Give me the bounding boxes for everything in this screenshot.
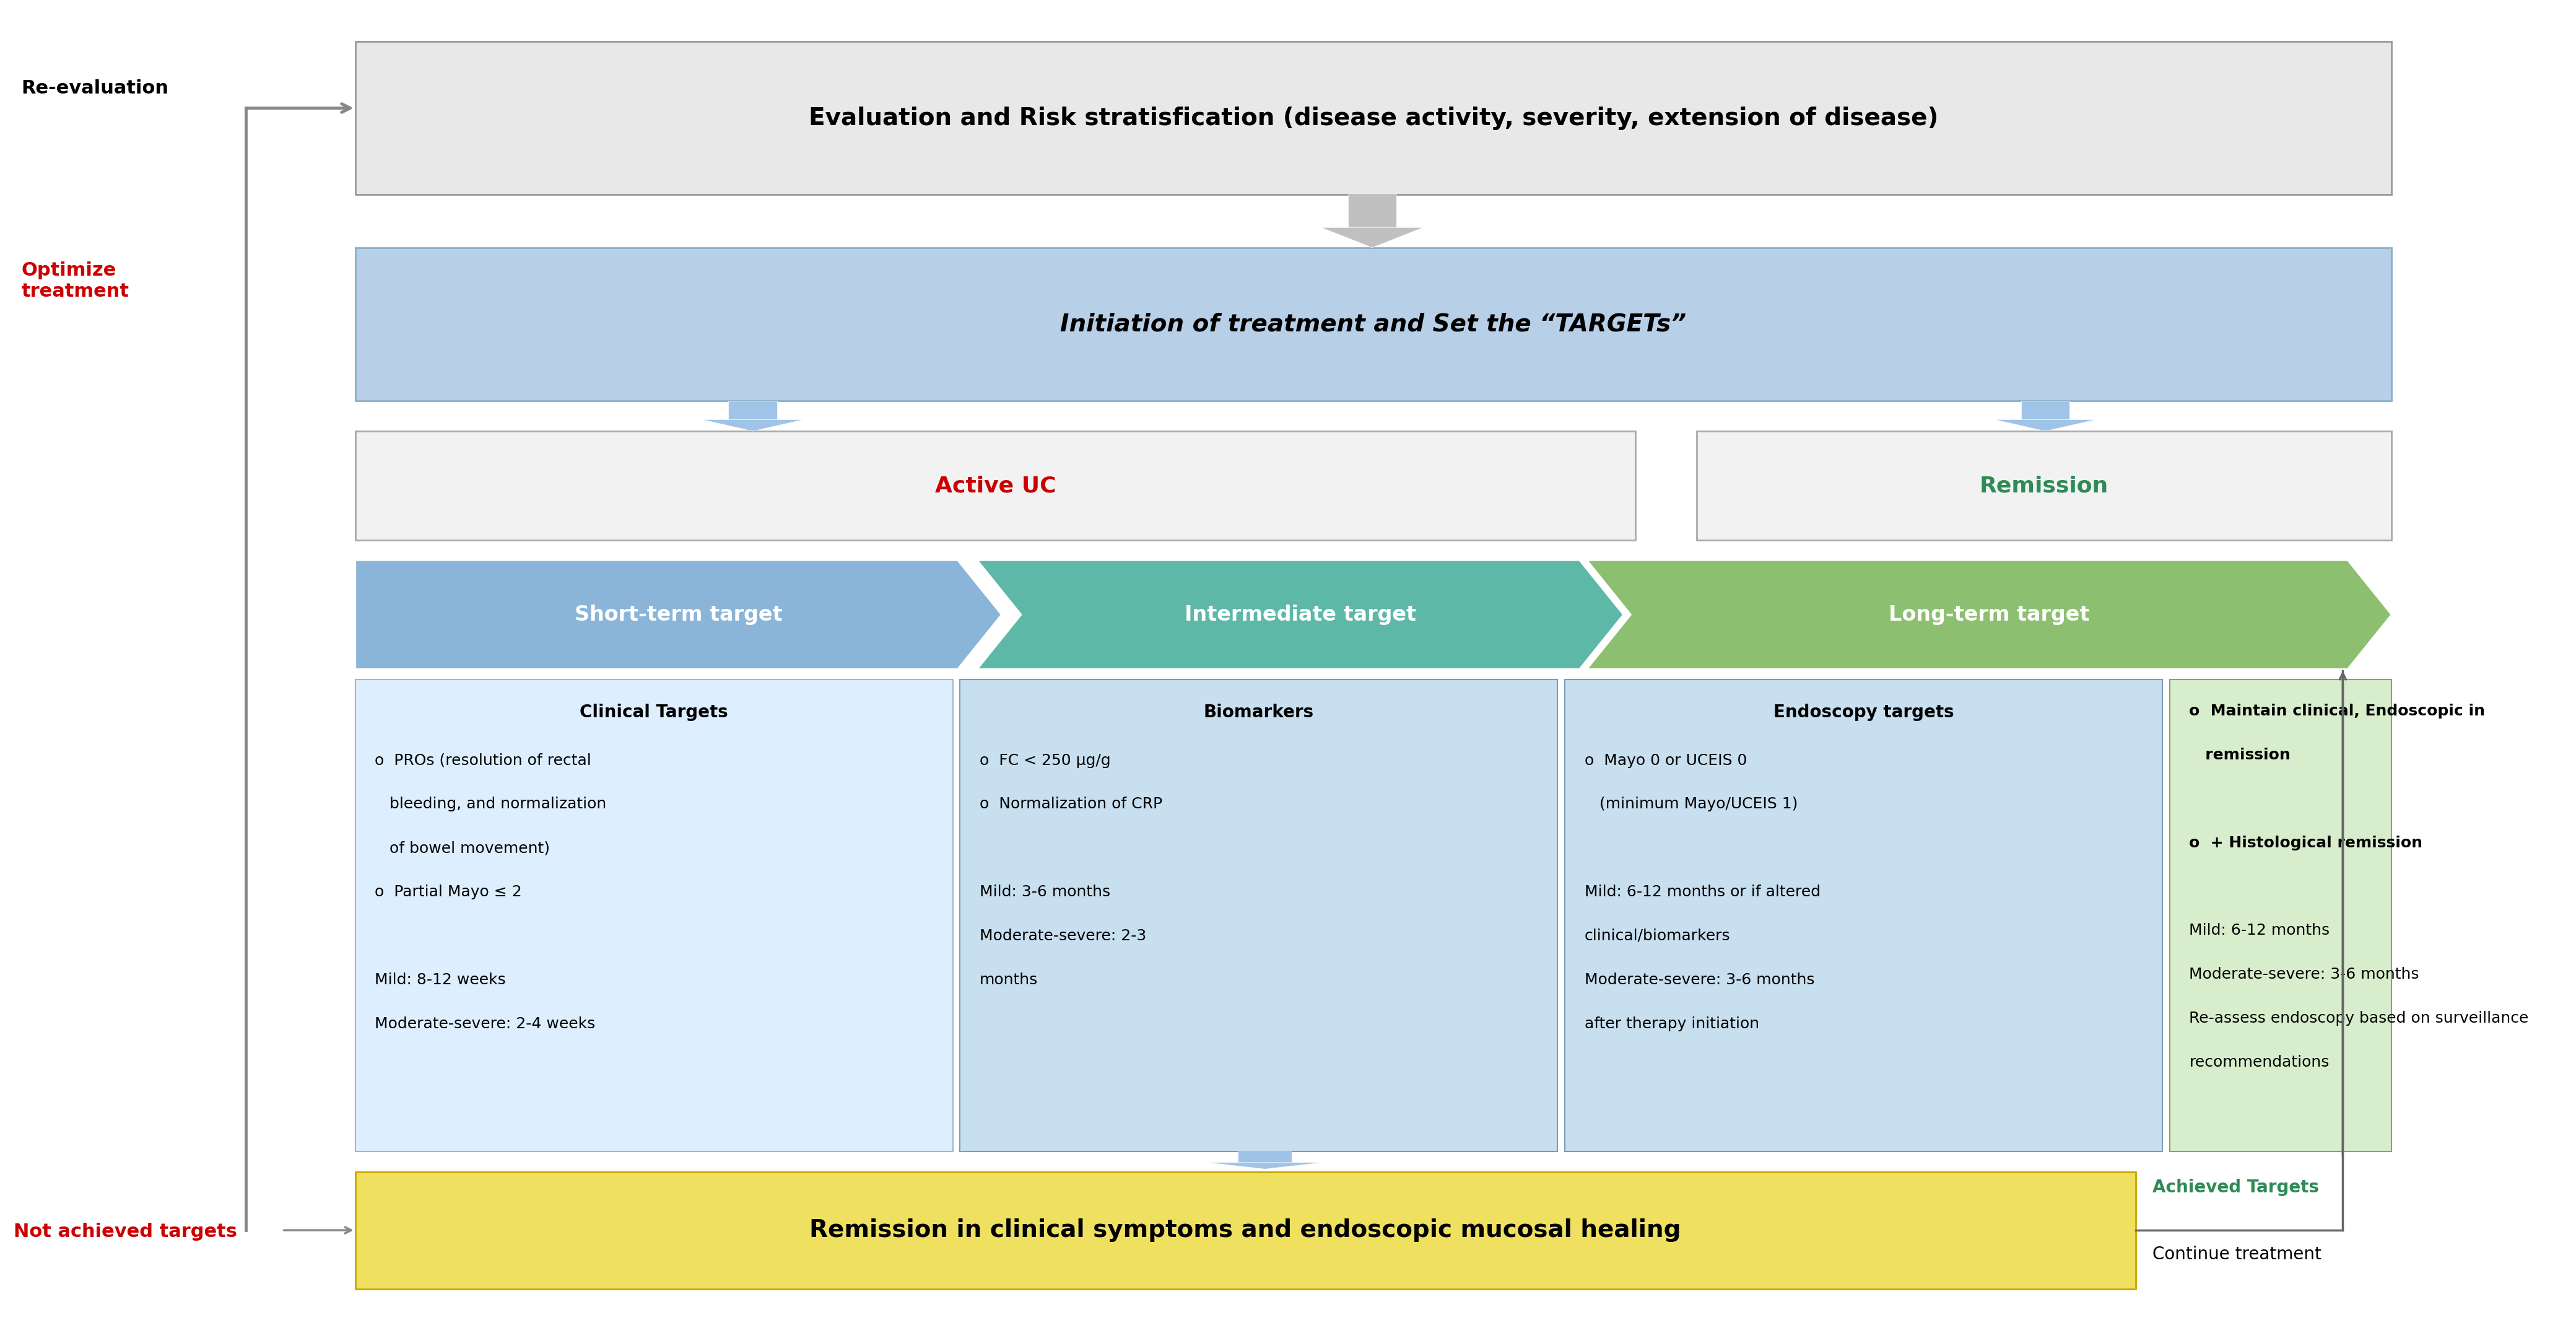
Polygon shape bbox=[701, 420, 804, 431]
Text: Biomarkers: Biomarkers bbox=[1203, 704, 1314, 721]
Text: Moderate-severe: 2-4 weeks: Moderate-severe: 2-4 weeks bbox=[376, 1016, 595, 1030]
Text: remission: remission bbox=[2190, 748, 2290, 762]
Text: (minimum Mayo/UCEIS 1): (minimum Mayo/UCEIS 1) bbox=[1584, 797, 1798, 812]
Polygon shape bbox=[1239, 1152, 1291, 1162]
Text: Mild: 3-6 months: Mild: 3-6 months bbox=[979, 885, 1110, 900]
Text: of bowel movement): of bowel movement) bbox=[376, 841, 551, 856]
Text: Mild: 8-12 weeks: Mild: 8-12 weeks bbox=[376, 972, 505, 988]
Polygon shape bbox=[1321, 228, 1425, 248]
FancyBboxPatch shape bbox=[2169, 680, 2391, 1152]
Text: Clinical Targets: Clinical Targets bbox=[580, 704, 729, 721]
FancyBboxPatch shape bbox=[961, 680, 1558, 1152]
Text: Intermediate target: Intermediate target bbox=[1185, 604, 1417, 625]
Text: Moderate-severe: 3-6 months: Moderate-severe: 3-6 months bbox=[2190, 966, 2419, 982]
Text: o  PROs (resolution of rectal: o PROs (resolution of rectal bbox=[376, 753, 592, 768]
Text: Remission in clinical symptoms and endoscopic mucosal healing: Remission in clinical symptoms and endos… bbox=[809, 1218, 1682, 1242]
Text: o  Normalization of CRP: o Normalization of CRP bbox=[979, 797, 1162, 812]
FancyBboxPatch shape bbox=[355, 248, 2391, 401]
Text: clinical/biomarkers: clinical/biomarkers bbox=[1584, 928, 1731, 944]
Text: bleeding, and normalization: bleeding, and normalization bbox=[376, 797, 605, 812]
Text: Long-term target: Long-term target bbox=[1888, 604, 2089, 625]
Text: Achieved Targets: Achieved Targets bbox=[2154, 1178, 2318, 1196]
Text: Moderate-severe: 3-6 months: Moderate-severe: 3-6 months bbox=[1584, 972, 1814, 988]
Text: o  Partial Mayo ≤ 2: o Partial Mayo ≤ 2 bbox=[376, 885, 523, 900]
Polygon shape bbox=[355, 560, 1002, 669]
Text: Not achieved targets: Not achieved targets bbox=[13, 1222, 237, 1241]
Text: Mild: 6-12 months or if altered: Mild: 6-12 months or if altered bbox=[1584, 885, 1821, 900]
Text: months: months bbox=[979, 972, 1038, 988]
Text: o  + Histological remission: o + Histological remission bbox=[2190, 836, 2421, 850]
Text: o  FC < 250 μg/g: o FC < 250 μg/g bbox=[979, 753, 1110, 768]
Text: Evaluation and Risk stratisfication (disease activity, severity, extension of di: Evaluation and Risk stratisfication (dis… bbox=[809, 107, 1937, 129]
Text: Short-term target: Short-term target bbox=[574, 604, 783, 625]
Text: Initiation of treatment and Set the “TARGETs”: Initiation of treatment and Set the “TAR… bbox=[1061, 312, 1687, 336]
Text: Remission: Remission bbox=[1978, 475, 2110, 496]
Text: Optimize
treatment: Optimize treatment bbox=[21, 261, 129, 300]
Text: o  Maintain clinical, Endoscopic in: o Maintain clinical, Endoscopic in bbox=[2190, 704, 2486, 718]
FancyBboxPatch shape bbox=[1698, 431, 2391, 540]
Polygon shape bbox=[1347, 195, 1396, 228]
FancyBboxPatch shape bbox=[355, 1172, 2136, 1289]
Text: Active UC: Active UC bbox=[935, 475, 1056, 496]
Polygon shape bbox=[1587, 560, 2391, 669]
Text: Re-evaluation: Re-evaluation bbox=[21, 79, 167, 97]
Polygon shape bbox=[1994, 420, 2097, 431]
Text: Re-assess endoscopy based on surveillance: Re-assess endoscopy based on surveillanc… bbox=[2190, 1010, 2530, 1025]
Text: Endoscopy targets: Endoscopy targets bbox=[1772, 704, 1955, 721]
FancyBboxPatch shape bbox=[355, 41, 2391, 195]
Text: Moderate-severe: 2-3: Moderate-severe: 2-3 bbox=[979, 928, 1146, 944]
Polygon shape bbox=[976, 560, 1623, 669]
Polygon shape bbox=[1206, 1162, 1324, 1169]
Text: Mild: 6-12 months: Mild: 6-12 months bbox=[2190, 924, 2329, 938]
Polygon shape bbox=[2022, 401, 2069, 420]
Text: after therapy initiation: after therapy initiation bbox=[1584, 1016, 1759, 1030]
Polygon shape bbox=[729, 401, 778, 420]
FancyBboxPatch shape bbox=[355, 680, 953, 1152]
FancyBboxPatch shape bbox=[355, 431, 1636, 540]
Text: recommendations: recommendations bbox=[2190, 1054, 2329, 1069]
Text: o  Mayo 0 or UCEIS 0: o Mayo 0 or UCEIS 0 bbox=[1584, 753, 1747, 768]
Text: Continue treatment: Continue treatment bbox=[2154, 1245, 2321, 1262]
FancyBboxPatch shape bbox=[1564, 680, 2161, 1152]
